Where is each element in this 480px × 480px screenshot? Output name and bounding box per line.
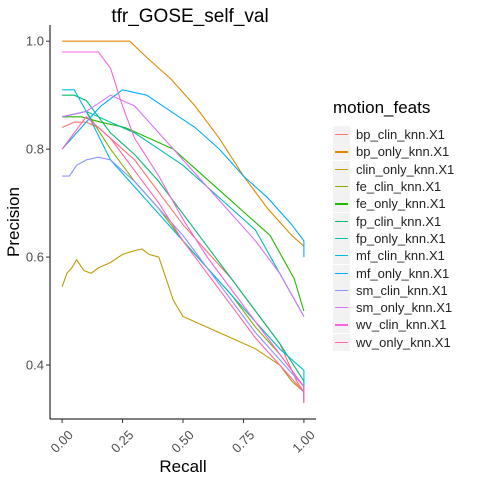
legend-swatch [335,238,348,239]
legend-swatch [335,324,348,325]
legend-items: bp_clin_knn.X1 bp_only_knn.X1 clin_only_kn… [333,126,454,351]
y-axis-ticks: 0.4 0.6 0.8 1.0 [26,34,50,373]
legend-label: bp_clin_knn.X1 [356,127,445,142]
legend-label: fp_only_knn.X1 [356,231,446,246]
y-tick-label: 0.4 [26,358,44,373]
x-tick-label: 0.50 [168,427,197,456]
legend-swatch [335,134,348,135]
legend-item: mf_clin_knn.X1 [333,247,454,264]
legend-key [333,195,350,212]
legend-key [333,247,350,264]
x-tick-label: 0.25 [108,427,137,456]
legend-item: bp_only_knn.X1 [333,143,454,160]
chart-title: tfr_GOSE_self_val [111,6,268,27]
series-line-10 [62,95,304,316]
x-tick-label: 0.00 [47,427,76,456]
legend-key [333,161,350,178]
legend-item: sm_only_knn.X1 [333,299,454,316]
legend-label: wv_only_knn.X1 [356,335,451,350]
legend-swatch [335,186,348,187]
series-line-7 [62,90,304,403]
legend-swatch [335,151,348,152]
legend-item: fe_clin_knn.X1 [333,178,454,195]
series-line-1 [62,41,304,246]
legend-item: mf_only_knn.X1 [333,264,454,281]
legend-swatch [335,290,348,291]
series-line-11 [62,52,304,403]
legend-item: sm_clin_knn.X1 [333,282,454,299]
legend-key [333,213,350,230]
x-tick-label: 0.75 [229,427,258,456]
legend-label: sm_clin_knn.X1 [356,283,448,298]
legend-key [333,282,350,299]
legend-swatch [335,203,348,204]
legend-key [333,143,350,160]
legend-label: fe_only_knn.X1 [356,196,446,211]
legend-swatch [335,169,348,170]
x-axis-label: Recall [159,457,206,476]
legend-swatch [335,307,348,308]
series-line-2 [62,249,304,397]
legend-title: motion_feats [333,98,454,118]
series-line-3 [62,111,304,397]
legend-swatch [335,221,348,222]
series-line-8 [62,90,304,257]
legend-swatch [335,342,348,343]
legend-item: fe_only_knn.X1 [333,195,454,212]
legend-swatch [335,255,348,256]
legend: motion_feats bp_clin_knn.X1 bp_only_knn.X… [333,98,454,351]
legend-item: wv_only_knn.X1 [333,334,454,351]
legend-key [333,334,350,351]
legend-item: clin_only_knn.X1 [333,161,454,178]
legend-key [333,126,350,143]
legend-key [333,265,350,282]
x-axis-ticks: 0.00 0.25 0.50 0.75 1.00 [47,419,317,456]
x-tick-label: 1.00 [289,427,318,456]
legend-label: bp_only_knn.X1 [356,144,449,159]
y-axis-label: Precision [4,187,23,257]
legend-label: mf_clin_knn.X1 [356,248,445,263]
legend-item: fp_clin_knn.X1 [333,212,454,229]
series-line-9 [62,157,304,403]
legend-key [333,230,350,247]
legend-label: sm_only_knn.X1 [356,300,452,315]
legend-label: fp_clin_knn.X1 [356,214,441,229]
legend-item: wv_clin_knn.X1 [333,316,454,333]
legend-key [333,299,350,316]
legend-label: wv_clin_knn.X1 [356,317,446,332]
legend-label: clin_only_knn.X1 [356,162,454,177]
y-tick-label: 0.6 [26,250,44,265]
legend-key [333,316,350,333]
legend-key [333,178,350,195]
y-tick-label: 1.0 [26,34,44,49]
legend-label: mf_only_knn.X1 [356,266,449,281]
y-tick-label: 0.8 [26,142,44,157]
legend-label: fe_clin_knn.X1 [356,179,441,194]
series-line-0 [62,122,304,403]
series-lines [62,41,304,403]
legend-item: bp_clin_knn.X1 [333,126,454,143]
legend-item: fp_only_knn.X1 [333,230,454,247]
legend-swatch [335,273,348,274]
